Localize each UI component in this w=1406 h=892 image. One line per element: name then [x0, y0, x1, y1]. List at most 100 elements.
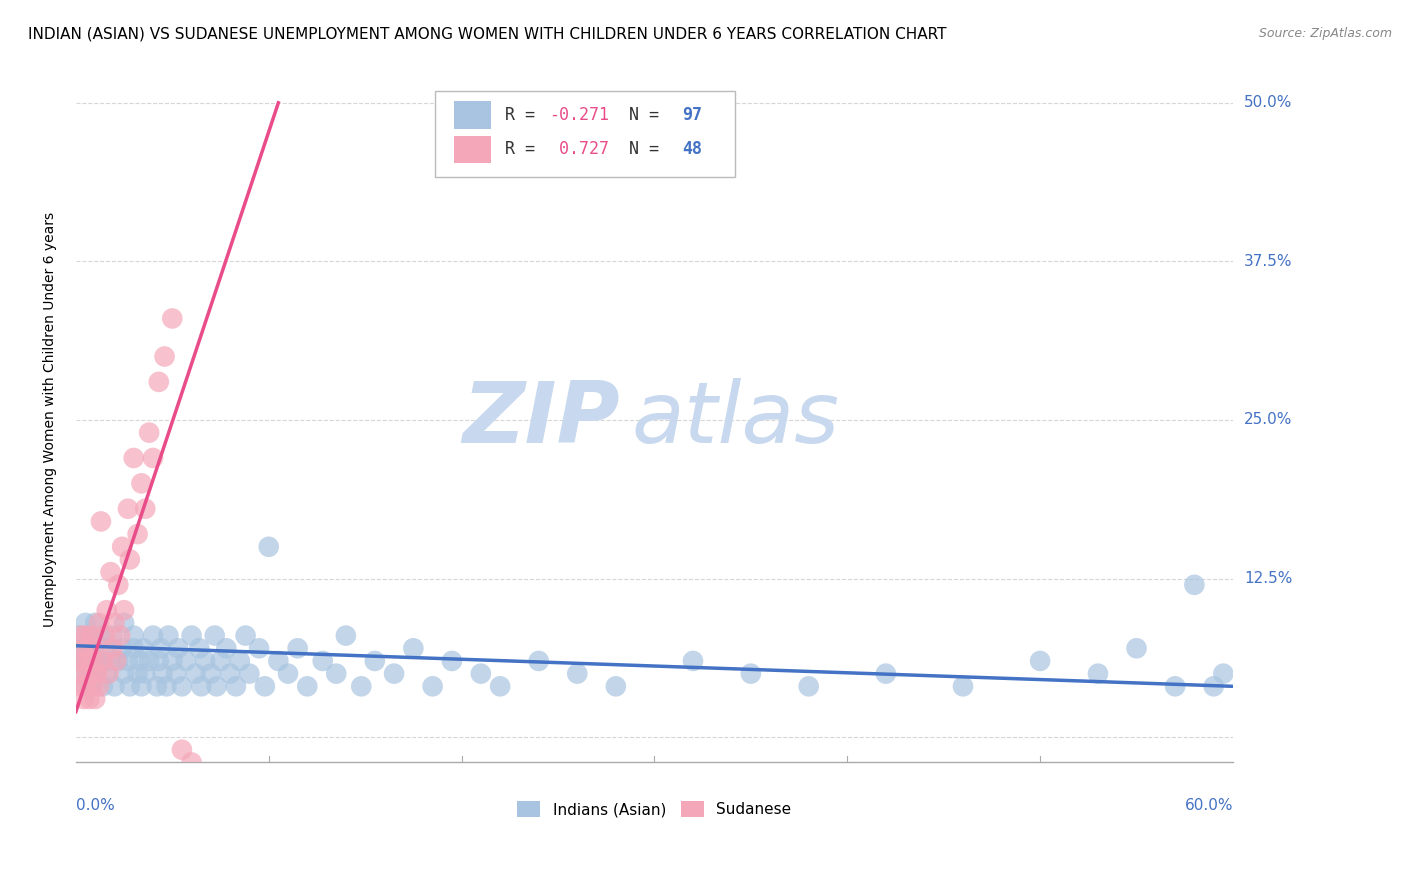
Point [97, 666, 120, 681]
Point [142, 629, 165, 643]
Point [190, 679, 212, 693]
Point [84, 615, 107, 630]
Point [253, 679, 276, 693]
Point [132, 641, 155, 656]
Point [111, 540, 134, 554]
Point [142, 450, 165, 465]
Point [76, 641, 98, 656]
Point [335, 629, 357, 643]
Point [110, 629, 132, 643]
Point [107, 578, 129, 592]
Point [69, 679, 91, 693]
Point [567, 666, 589, 681]
Point [112, 666, 135, 681]
FancyBboxPatch shape [434, 91, 735, 177]
Point [84, 666, 107, 681]
Point [82, 641, 104, 656]
Point [134, 666, 156, 681]
Point [87, 679, 110, 693]
Point [180, 629, 202, 643]
Point [107, 654, 129, 668]
Point [80, 666, 103, 681]
Point [162, 311, 184, 326]
Point [70, 666, 93, 681]
Point [80, 629, 103, 643]
Text: 97: 97 [682, 106, 702, 124]
Point [180, 756, 202, 770]
Point [489, 679, 512, 693]
Point [94, 629, 117, 643]
Point [75, 679, 97, 693]
Point [80, 654, 103, 668]
Point [122, 641, 145, 656]
Point [118, 552, 141, 566]
Text: 50.0%: 50.0% [1244, 95, 1292, 111]
Point [70, 641, 93, 656]
Point [128, 654, 150, 668]
Point [111, 641, 134, 656]
Text: 12.5%: 12.5% [1244, 571, 1292, 586]
Point [100, 654, 122, 668]
Text: INDIAN (ASIAN) VS SUDANESE UNEMPLOYMENT AMONG WOMEN WITH CHILDREN UNDER 6 YEARS : INDIAN (ASIAN) VS SUDANESE UNEMPLOYMENT … [28, 27, 946, 42]
Point [70, 666, 93, 681]
Point [148, 654, 170, 668]
Point [79, 666, 101, 681]
Point [100, 565, 122, 579]
Point [247, 641, 270, 656]
Text: R =: R = [505, 140, 546, 159]
Point [170, 743, 193, 757]
Point [162, 654, 184, 668]
Point [82, 679, 104, 693]
Point [153, 350, 176, 364]
Point [127, 666, 149, 681]
Point [69, 629, 91, 643]
Point [184, 666, 207, 681]
Point [87, 615, 110, 630]
Point [527, 654, 550, 668]
Text: 0.0%: 0.0% [76, 798, 115, 814]
Point [101, 641, 124, 656]
Point [1087, 666, 1109, 681]
Point [90, 629, 112, 643]
Point [79, 629, 101, 643]
Point [200, 666, 222, 681]
Point [267, 654, 290, 668]
Point [209, 654, 232, 668]
Text: Source: ZipAtlas.com: Source: ZipAtlas.com [1258, 27, 1392, 40]
Point [470, 666, 492, 681]
Point [952, 679, 974, 693]
Point [205, 679, 228, 693]
Point [96, 603, 118, 617]
Point [165, 666, 187, 681]
Point [134, 501, 156, 516]
Point [149, 641, 172, 656]
Point [1184, 578, 1206, 592]
Point [76, 666, 98, 681]
Point [131, 679, 153, 693]
Point [238, 666, 260, 681]
Point [84, 654, 107, 668]
Point [194, 654, 217, 668]
FancyBboxPatch shape [454, 136, 491, 163]
Point [1164, 679, 1187, 693]
Point [87, 654, 110, 668]
Point [229, 654, 252, 668]
Point [235, 629, 257, 643]
Point [157, 629, 180, 643]
Point [297, 679, 319, 693]
Point [118, 679, 141, 693]
Point [66, 654, 89, 668]
Point [138, 425, 160, 440]
Point [167, 641, 190, 656]
Point [79, 692, 101, 706]
Point [91, 679, 114, 693]
Text: 48: 48 [682, 140, 702, 159]
Point [1125, 641, 1147, 656]
Point [72, 692, 94, 706]
Point [101, 629, 124, 643]
Text: 0.727: 0.727 [550, 140, 609, 159]
Point [91, 654, 114, 668]
Point [152, 666, 174, 681]
Point [682, 654, 704, 668]
Point [440, 654, 463, 668]
